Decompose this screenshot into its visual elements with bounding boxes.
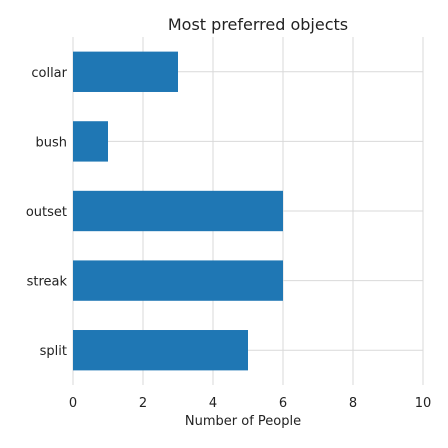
y-tick-label: collar [31,66,67,81]
x-axis-label: Number of People [185,414,301,429]
bar-outset [73,190,283,232]
bar-bush [73,121,108,162]
x-tick-label: 10 [415,396,432,411]
bar-streak [73,260,283,301]
x-tick-label: 8 [349,396,357,411]
chart-title: Most preferred objects [168,15,348,34]
x-tick-label: 4 [209,396,217,411]
y-tick-labels: collar bush outset streak split [26,66,68,359]
x-tick-label: 2 [139,396,147,411]
y-tick-label: outset [26,205,67,220]
x-tick-label: 6 [279,396,287,411]
y-tick-label: streak [27,275,68,290]
y-tick-label: split [40,344,67,359]
bar-collar [73,51,178,92]
y-tick-label: bush [35,135,67,150]
x-tick-label: 0 [69,396,77,411]
bar-split [73,330,248,371]
x-tick-labels: 0 2 4 6 8 10 [69,396,431,411]
bars [73,51,283,371]
